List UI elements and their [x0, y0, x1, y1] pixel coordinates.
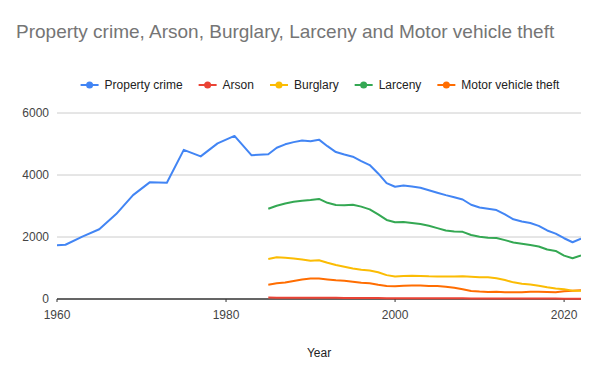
x-axis-label: Year: [307, 346, 331, 360]
grid-line: [57, 299, 581, 300]
y-tick-label: 0: [42, 292, 49, 306]
legend-dot: [443, 82, 450, 89]
legend-item: Property crime: [81, 78, 183, 92]
title-line: Property crime, Arson, Burglary, Larceny…: [16, 21, 555, 42]
title: Property crime, Arson, Burglary, Larceny…: [16, 21, 555, 42]
legend-dot: [275, 82, 282, 89]
y-tick-label: 4000: [22, 168, 49, 182]
x-tick-label: 1980: [213, 308, 240, 322]
legend-label: Larceny: [379, 78, 422, 92]
legend-label: Motor vehicle theft: [461, 78, 560, 92]
legend-item: Arson: [199, 78, 254, 92]
legend-dot: [86, 82, 93, 89]
series-line: [268, 298, 581, 299]
series-line: [57, 136, 581, 245]
x-tick: [57, 299, 58, 302]
legend-dot: [360, 82, 367, 89]
chart: Property crime, Arson, Burglary, Larceny…: [0, 0, 600, 371]
series-line: [268, 257, 581, 290]
y-tick-label: 2000: [22, 230, 49, 244]
x-tick-label: 2020: [551, 308, 578, 322]
legend-label: Arson: [223, 78, 254, 92]
legend-item: Burglary: [270, 78, 339, 92]
x-tick-label: 2000: [382, 308, 409, 322]
x-tick-label: 1960: [44, 308, 71, 322]
x-tick: [226, 299, 227, 302]
x-tick: [395, 299, 396, 302]
legend-label: Burglary: [294, 78, 339, 92]
plot-area: [57, 136, 581, 299]
grid-line: [57, 237, 581, 238]
grid-line: [57, 113, 581, 114]
legend-item: Larceny: [355, 78, 422, 92]
series-line: [268, 199, 581, 258]
x-axis-line: [57, 299, 581, 300]
legend-item: Motor vehicle theft: [437, 78, 560, 92]
legend-dot: [204, 82, 211, 89]
legend-label: Property crime: [105, 78, 183, 92]
legend: Property crime Arson Burglary Larceny Motor …: [81, 78, 560, 92]
grid-line: [57, 175, 581, 176]
y-tick-label: 6000: [22, 106, 49, 120]
